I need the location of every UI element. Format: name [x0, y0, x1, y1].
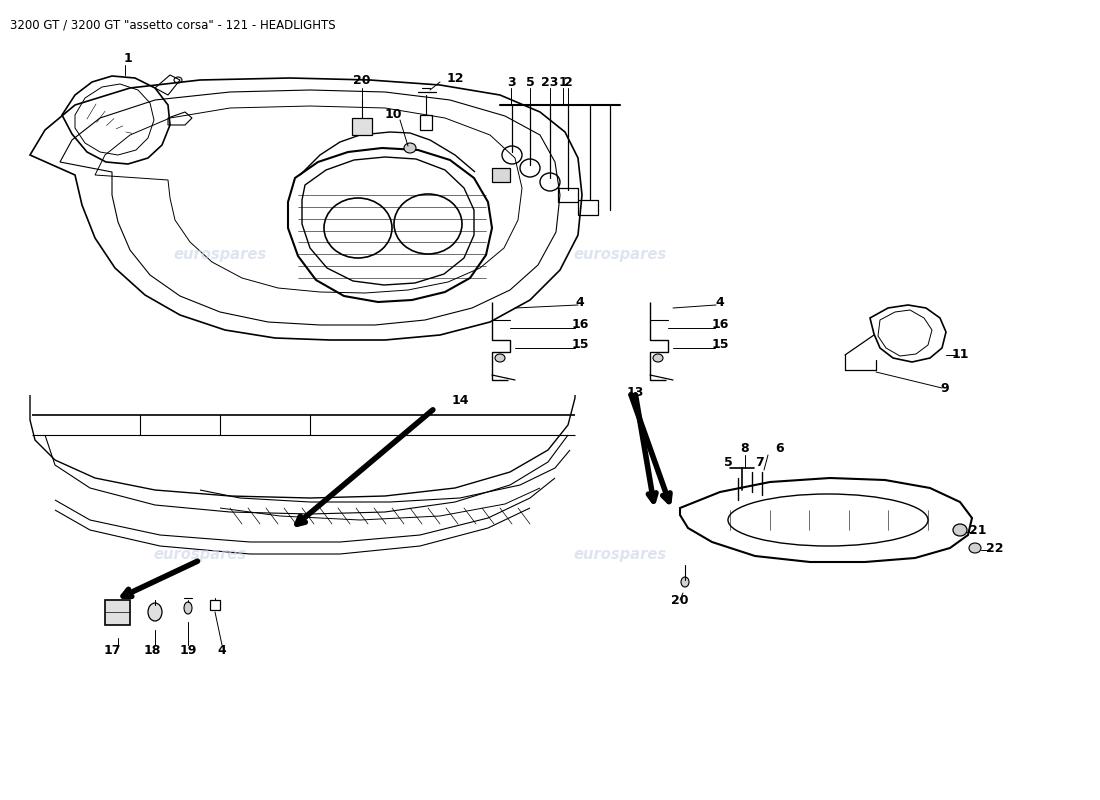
Text: eurospares: eurospares: [573, 247, 667, 262]
Text: 1: 1: [123, 51, 132, 65]
Text: 16: 16: [712, 318, 728, 331]
Polygon shape: [352, 118, 372, 135]
Ellipse shape: [148, 603, 162, 621]
Text: 22: 22: [987, 542, 1003, 554]
Text: 6: 6: [776, 442, 784, 454]
Text: 2: 2: [563, 75, 572, 89]
Text: 4: 4: [575, 295, 584, 309]
Text: 5: 5: [526, 75, 535, 89]
Text: eurospares: eurospares: [174, 247, 266, 262]
Ellipse shape: [681, 577, 689, 587]
Text: 3: 3: [507, 75, 515, 89]
Text: 4: 4: [716, 295, 725, 309]
Text: 14: 14: [451, 394, 469, 406]
Ellipse shape: [969, 543, 981, 553]
Text: eurospares: eurospares: [573, 547, 667, 562]
Text: 18: 18: [143, 643, 161, 657]
Ellipse shape: [953, 524, 967, 536]
Text: 11: 11: [952, 349, 969, 362]
Text: 10: 10: [384, 109, 402, 122]
Text: 13: 13: [626, 386, 644, 398]
Ellipse shape: [404, 143, 416, 153]
Text: 23: 23: [541, 75, 559, 89]
Text: 4: 4: [218, 643, 227, 657]
Text: eurospares: eurospares: [153, 547, 246, 562]
Text: 8: 8: [740, 442, 749, 454]
Text: 17: 17: [103, 643, 121, 657]
Text: 7: 7: [756, 455, 764, 469]
Text: 20: 20: [671, 594, 689, 606]
Text: 21: 21: [969, 523, 987, 537]
Text: 3200 GT / 3200 GT "assetto corsa" - 121 - HEADLIGHTS: 3200 GT / 3200 GT "assetto corsa" - 121 …: [10, 18, 335, 31]
Text: 16: 16: [571, 318, 588, 331]
Polygon shape: [492, 168, 510, 182]
Text: 19: 19: [179, 643, 197, 657]
Polygon shape: [104, 600, 130, 625]
Text: 1: 1: [559, 75, 568, 89]
Ellipse shape: [653, 354, 663, 362]
Text: 15: 15: [712, 338, 728, 351]
Text: 12: 12: [447, 71, 464, 85]
Text: 5: 5: [724, 455, 733, 469]
Ellipse shape: [495, 354, 505, 362]
Text: 15: 15: [571, 338, 588, 351]
Text: 20: 20: [353, 74, 371, 86]
Ellipse shape: [184, 602, 192, 614]
Text: 9: 9: [940, 382, 949, 394]
